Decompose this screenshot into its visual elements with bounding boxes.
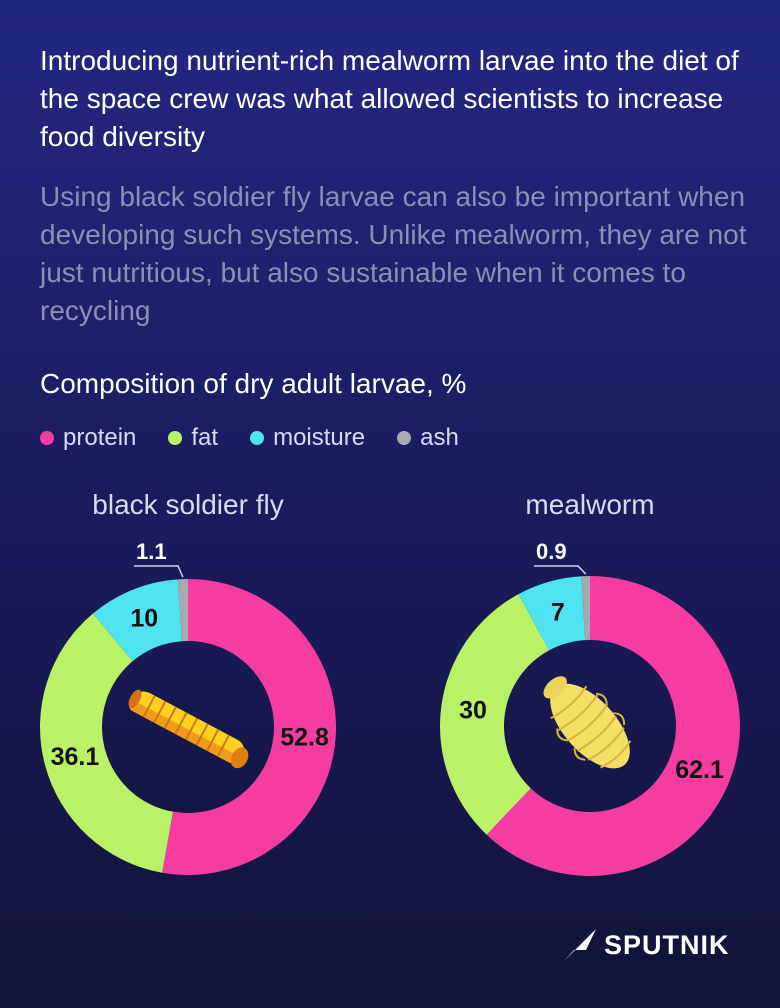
- data-label-protein: 52.8: [280, 723, 329, 751]
- donut-slice-moisture: [518, 576, 586, 651]
- legend-swatch-fat: [168, 431, 183, 445]
- brand-name: SPUTNIK: [604, 929, 730, 960]
- donut-slice-fat: [39, 613, 173, 873]
- data-label-moisture: 10: [130, 604, 158, 632]
- legend: protein fat moisture ash: [40, 424, 459, 452]
- data-label-moisture: 7: [551, 598, 565, 626]
- donut-slice-protein: [162, 579, 337, 875]
- chart-name-black-soldier-fly: black soldier fly: [92, 489, 283, 520]
- legend-swatch-protein: [40, 431, 54, 445]
- callout-line-ash: [534, 565, 587, 575]
- legend-item-moisture: moisture: [250, 424, 365, 452]
- legend-item-ash: ash: [397, 424, 459, 452]
- sputnik-logo: SPUTNIK: [562, 928, 730, 962]
- chart-title: Composition of dry adult larvae, %: [40, 368, 467, 399]
- donut-slice-protein: [486, 576, 740, 877]
- black-soldier-fly-larva-icon: [128, 689, 249, 769]
- donut-chart-mealworm: mealworm 62.1 30 7 0.9: [439, 489, 740, 877]
- sputnik-logo-icon: [564, 929, 596, 961]
- mealworm-larva-icon: [543, 676, 632, 769]
- data-label-fat: 36.1: [51, 743, 100, 771]
- legend-label-moisture: moisture: [273, 424, 366, 451]
- data-label-protein: 62.1: [675, 756, 724, 784]
- donut-slice-ash: [177, 579, 188, 642]
- donut-slice-ash: [581, 576, 590, 641]
- legend-swatch-ash: [397, 431, 412, 445]
- subtext: Using black soldier fly larvae can also …: [40, 181, 747, 326]
- callout-line-ash: [134, 565, 184, 578]
- donut-slices-black-soldier-fly: 52.8 36.1 10 1.1: [39, 539, 337, 875]
- donut-slice-fat: [439, 594, 550, 835]
- legend-item-protein: protein: [40, 424, 136, 452]
- legend-item-fat: fat: [168, 424, 218, 452]
- legend-label-ash: ash: [420, 424, 459, 451]
- data-label-fat: 30: [459, 696, 487, 724]
- chart-name-mealworm: mealworm: [525, 489, 654, 520]
- data-label-ash: 1.1: [136, 539, 167, 564]
- legend-label-fat: fat: [191, 424, 219, 451]
- donut-slices-mealworm: 62.1 30 7 0.9: [439, 539, 740, 877]
- legend-swatch-moisture: [250, 431, 265, 445]
- data-label-ash: 0.9: [536, 539, 567, 564]
- headline: Introducing nutrient-rich mealworm larva…: [40, 45, 739, 152]
- legend-label-protein: protein: [63, 424, 137, 451]
- donut-slice-moisture: [92, 579, 183, 662]
- donut-chart-black-soldier-fly: black soldier fly 52.8 36.1 10 1.1: [39, 489, 337, 875]
